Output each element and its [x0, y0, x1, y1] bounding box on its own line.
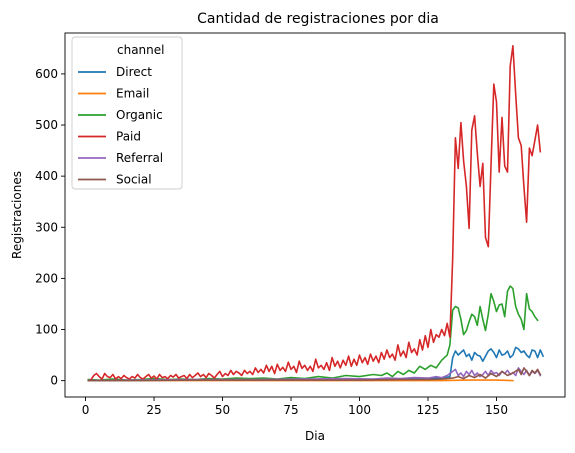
y-tick-label: 500	[35, 118, 58, 132]
x-tick-label: 150	[485, 403, 508, 417]
series-line-referral	[87, 367, 542, 382]
y-tick-label: 400	[35, 169, 58, 183]
y-tick-label: 0	[50, 374, 58, 388]
y-tick-label: 300	[35, 220, 58, 234]
legend-title: channel	[117, 43, 164, 57]
legend: channel Direct Email Organic Paid Referral So…	[71, 36, 183, 190]
y-tick-label: 600	[35, 67, 58, 81]
series-line-organic	[87, 285, 539, 381]
legend-label-paid: Paid	[116, 130, 141, 144]
y-axis: 0 100 200 300 400 500 600	[35, 67, 65, 388]
series-line-paid	[87, 45, 542, 382]
plot-lines	[87, 45, 545, 382]
x-tick-label: 100	[348, 403, 371, 417]
x-tick-label: 50	[215, 403, 230, 417]
x-tick-label: 25	[146, 403, 161, 417]
x-tick-label: 125	[417, 403, 440, 417]
x-tick-label: 75	[283, 403, 298, 417]
legend-box	[71, 36, 183, 190]
y-tick-label: 100	[35, 323, 58, 337]
y-tick-label: 200	[35, 271, 58, 285]
series-line-social	[87, 367, 542, 382]
legend-label-direct: Direct	[116, 65, 152, 79]
plot-frame	[64, 32, 566, 398]
x-axis-label: Dia	[305, 429, 325, 443]
legend-label-email: Email	[116, 87, 149, 101]
legend-label-social: Social	[116, 173, 152, 187]
series-line-direct	[87, 346, 545, 382]
x-tick-label: 0	[82, 403, 90, 417]
y-axis-label: Registraciones	[10, 171, 24, 259]
x-axis: 0 25 50 75 100 125 150	[82, 397, 508, 417]
legend-label-organic: Organic	[116, 108, 163, 122]
legend-items: Direct Email Organic Paid Referral Social	[78, 65, 163, 187]
chart-title: Cantidad de registraciones por dia	[197, 11, 439, 27]
legend-label-referral: Referral	[116, 151, 163, 165]
